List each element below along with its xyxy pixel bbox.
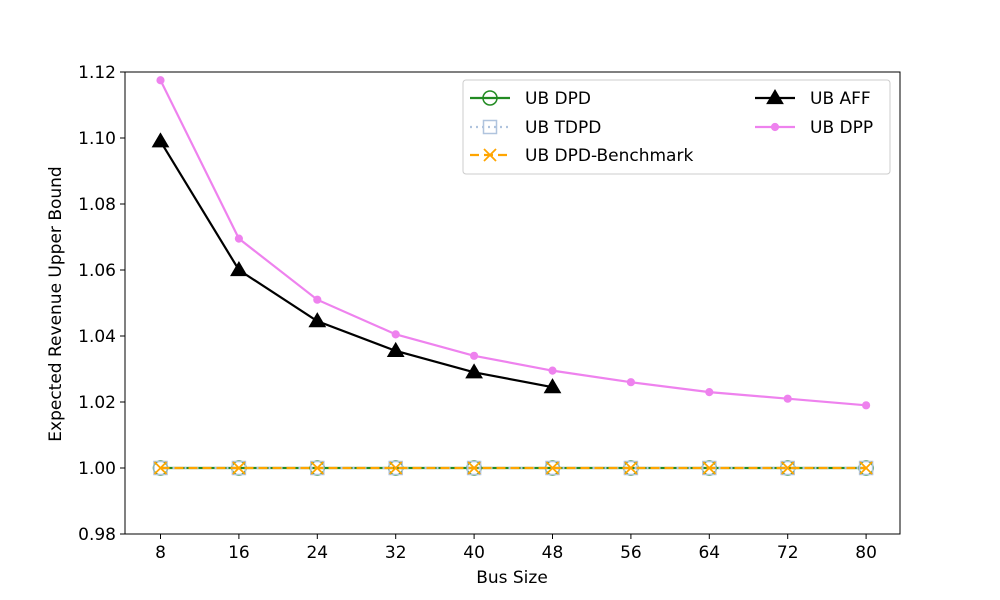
x-tick-label: 64 [698, 543, 720, 563]
data-point [624, 461, 638, 475]
legend-entry: UB AFF [755, 89, 871, 109]
data-point [230, 261, 248, 277]
x-tick-label: 48 [542, 543, 564, 563]
data-point [313, 295, 322, 304]
legend-label: UB DPD-Benchmark [525, 146, 693, 166]
y-tick-label: 1.10 [78, 129, 116, 149]
x-tick-label: 40 [463, 543, 485, 563]
data-point [470, 351, 479, 360]
legend-marker [482, 90, 498, 106]
series-line [159, 140, 553, 389]
legend-label: UB DPD [525, 89, 591, 109]
y-tick-label: 1.08 [78, 195, 116, 215]
legend-label: UB DPP [810, 118, 873, 138]
data-point [466, 460, 482, 476]
axes: 8 16 24 32 40 48 56 64 72 80 0.98 1.00 1.02 1.04 1.06 1… [78, 63, 901, 563]
data-point [859, 461, 873, 475]
data-point [548, 366, 557, 375]
data-point [156, 76, 165, 85]
x-marker-stroke [545, 461, 560, 475]
legend-marker [483, 148, 497, 162]
y-tick-label: 1.12 [78, 63, 116, 83]
y-tick-label: 1.06 [78, 261, 116, 281]
series-ub-aff [151, 132, 562, 394]
series-ub-dpp [156, 76, 871, 410]
data-point [386, 341, 405, 357]
legend-entry: UB TDPD [470, 118, 601, 138]
data-point [310, 460, 325, 476]
data-point [465, 363, 483, 379]
data-point [389, 461, 403, 475]
legend-marker [766, 89, 784, 105]
x-marker-stroke [389, 461, 403, 475]
legend-label: UB AFF [810, 89, 871, 109]
x-marker-stroke [153, 461, 168, 475]
y-axis-label: Expected Revenue Upper Bound [46, 166, 66, 441]
legend-entry: UB DPD-Benchmark [470, 146, 693, 166]
data-point [151, 132, 170, 148]
data-point [626, 378, 636, 387]
y-tick-label: 0.98 [78, 525, 116, 545]
data-point [545, 461, 560, 475]
x-tick-label: 72 [777, 543, 799, 563]
series-line [159, 79, 867, 407]
data-point [467, 461, 481, 475]
x-marker-stroke [483, 148, 497, 162]
x-tick-label: 80 [855, 543, 877, 563]
data-point [702, 461, 716, 475]
x-marker-stroke [702, 461, 716, 475]
data-point [310, 461, 324, 475]
data-point [858, 460, 874, 476]
plot-frame [124, 71, 901, 535]
data-point [543, 378, 562, 394]
data-point [234, 234, 243, 243]
x-marker-stroke [467, 461, 481, 475]
legend: UB DPD UB TDPD UB DPD-Benchmark UB AFF UB DP… [462, 79, 891, 175]
data-point [702, 460, 717, 476]
x-marker-stroke [781, 461, 795, 475]
data-point [391, 330, 400, 339]
data-point [862, 401, 871, 410]
data-point [308, 312, 327, 328]
legend-marker [482, 119, 498, 135]
x-marker-stroke [859, 461, 873, 475]
legend-entry: UB DPD [470, 89, 591, 109]
x-axis-label: Bus Size [476, 568, 548, 588]
series-ub-dpd-benchmark [153, 461, 873, 475]
x-marker-stroke [310, 461, 324, 475]
x-tick-label: 32 [385, 543, 407, 563]
y-tick-label: 1.00 [78, 459, 116, 479]
series-layer [151, 76, 874, 476]
x-marker-stroke [232, 461, 246, 475]
data-point [781, 461, 795, 475]
legend-label: UB TDPD [525, 118, 601, 138]
data-point [153, 461, 168, 475]
x-tick-label: 56 [620, 543, 642, 563]
data-point [232, 461, 246, 475]
x-tick-label: 8 [155, 543, 166, 563]
y-tick-label: 1.04 [78, 327, 116, 347]
x-tick-label: 16 [228, 543, 250, 563]
legend-marker [770, 122, 780, 132]
data-point [783, 394, 792, 403]
x-marker-stroke [624, 461, 638, 475]
data-point [705, 388, 714, 397]
x-tick-label: 24 [306, 543, 328, 563]
legend-entry: UB DPP [755, 118, 873, 138]
y-tick-label: 1.02 [78, 393, 116, 413]
